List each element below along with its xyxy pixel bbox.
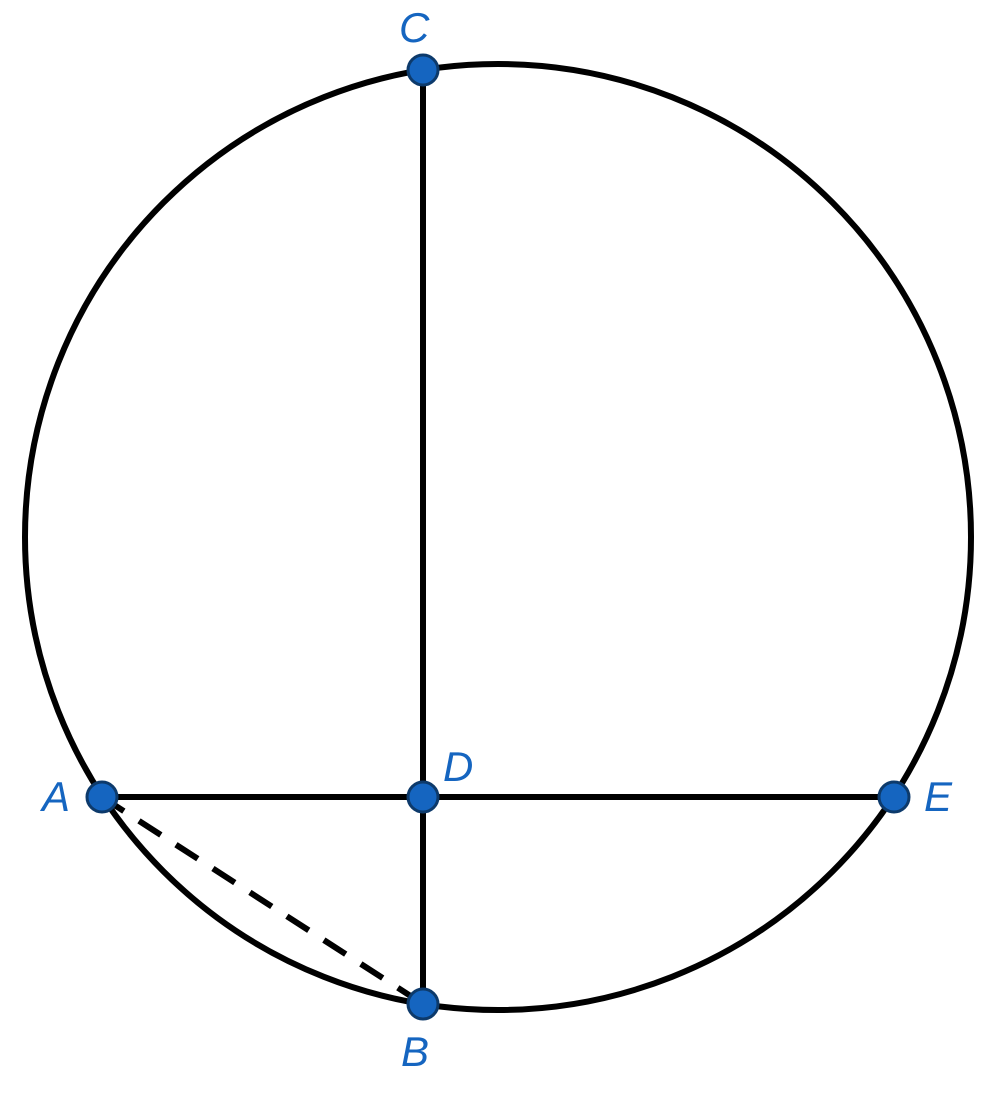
point-c <box>408 55 438 85</box>
label-c: C <box>399 4 430 51</box>
label-d: D <box>443 743 473 790</box>
point-a <box>87 782 117 812</box>
label-b: B <box>401 1028 429 1075</box>
geometry-diagram: A B C D E <box>0 0 997 1096</box>
point-d <box>408 782 438 812</box>
label-e: E <box>924 773 953 820</box>
label-a: A <box>39 773 70 820</box>
segment-ab-dashed <box>102 797 423 1004</box>
point-b <box>408 989 438 1019</box>
point-e <box>879 782 909 812</box>
main-circle <box>25 64 971 1010</box>
